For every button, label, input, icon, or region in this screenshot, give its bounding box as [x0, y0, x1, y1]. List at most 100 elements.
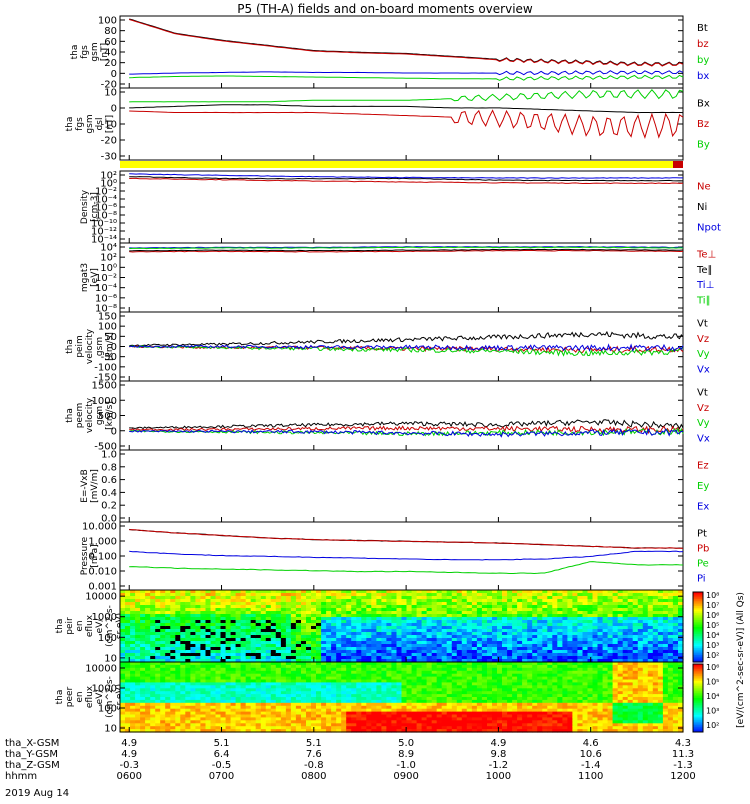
heatmap-cell: [517, 720, 523, 724]
heatmap-cell: [130, 685, 136, 689]
heatmap-cell: [291, 685, 297, 689]
heatmap-cell: [376, 668, 382, 672]
series-bz: [129, 20, 683, 67]
heatmap-cell: [145, 668, 151, 672]
legend-entry: Vz: [697, 403, 709, 414]
heatmap-cell: [155, 720, 161, 724]
legend-entry: Vt: [697, 319, 708, 330]
heatmap-cell: [492, 703, 498, 707]
ylabel-line: [mV/m]: [90, 469, 100, 503]
ytick-label: 10: [104, 88, 117, 99]
heatmap-cell: [236, 668, 242, 672]
heatmap-cell: [301, 685, 307, 689]
legend-entry: Te⊥: [696, 250, 716, 261]
series-Pt: [129, 529, 683, 548]
heatmap-cell: [502, 668, 508, 672]
heatmap-cell: [422, 703, 428, 707]
heatmap-cell: [190, 720, 196, 724]
ylabel-line: en: [75, 620, 85, 631]
heatmap-cell: [452, 720, 458, 724]
panel-peir_eflux: thapeirenefluxeV/(cm^2-s-sr-eV)100001000…: [55, 590, 684, 664]
heatmap-cell: [165, 703, 171, 707]
heatmap-cell: [346, 668, 352, 672]
heatmap-cell: [447, 668, 453, 672]
heatmap-cell: [412, 720, 418, 724]
heatmap-cell: [200, 720, 206, 724]
panel-frame: [120, 450, 683, 522]
heatmap-cell: [271, 720, 277, 724]
heatmap-cell: [190, 685, 196, 689]
heatmap-cell: [467, 703, 473, 707]
heatmap-cell: [266, 703, 272, 707]
heatmap-cell: [251, 703, 257, 707]
ytick-label: -10: [101, 120, 117, 131]
heatmap-cell: [366, 685, 372, 689]
legend-entry: Bx: [697, 98, 710, 109]
heatmap-cell: [306, 720, 312, 724]
heatmap-cell: [165, 685, 171, 689]
series-By: [129, 90, 683, 102]
series-Ti∥: [129, 247, 683, 249]
heatmap-cell: [402, 685, 408, 689]
ylabel-line: tha: [55, 619, 65, 634]
heatmap-cell: [467, 668, 473, 672]
heatmap-cell: [432, 685, 438, 689]
heatmap-cell: [371, 703, 377, 707]
ytick-label: 10000: [85, 592, 117, 603]
legend-entry: Bz: [697, 119, 709, 130]
heatmap-cell: [261, 720, 267, 724]
panel-pressure: Pressure[nPa]10.0001.0000.1000.0100.001P…: [80, 522, 709, 593]
heatmap-cell: [492, 720, 498, 724]
legend-entry: Npot: [697, 223, 721, 234]
heatmap-cell: [492, 668, 498, 672]
heatmap-cell: [381, 720, 387, 724]
heatmap-cell: [326, 668, 332, 672]
ylabel-line: peim: [75, 335, 85, 358]
heatmap-cell: [437, 668, 443, 672]
heatmap-cell: [281, 668, 287, 672]
legend-entry: Vz: [697, 334, 709, 345]
heatmap-cell: [165, 668, 171, 672]
panel-density: Density[cm-3]10²10⁰10⁻²10⁻⁴10⁻⁶10⁻⁸10⁻¹⁰…: [80, 171, 721, 246]
heatmap-cell: [321, 703, 327, 707]
heatmap-cell: [477, 668, 483, 672]
legend-entry: Ti∥: [696, 296, 711, 307]
heatmap-cell: [241, 685, 247, 689]
heatmap-cell: [366, 703, 372, 707]
ytick-label: 10.000: [82, 522, 117, 533]
heatmap-cell: [291, 668, 297, 672]
heatmap-cell: [160, 685, 166, 689]
ytick-label: 0.100: [88, 552, 117, 563]
series-Vt: [129, 420, 683, 429]
heatmap-cell: [155, 668, 161, 672]
legend-entry: bx: [697, 71, 709, 82]
ytick-label: 0: [111, 426, 117, 437]
heatmap-cell: [381, 685, 387, 689]
heatmap-cell: [261, 703, 267, 707]
heatmap-cell: [452, 685, 458, 689]
heatmap-cell: [140, 685, 146, 689]
heatmap-cell: [175, 720, 181, 724]
heatmap-cell: [271, 685, 277, 689]
heatmap-cell: [130, 720, 136, 724]
heatmap-cell: [391, 720, 397, 724]
heatmap-cell: [341, 668, 347, 672]
heatmap-cell: [316, 720, 322, 724]
legend-entry: Te∥: [696, 265, 713, 276]
heatmap-cell: [487, 720, 493, 724]
heatmap-cell: [120, 720, 126, 724]
heatmap-cell: [326, 685, 332, 689]
heatmap-cell: [261, 685, 267, 689]
heatmap-cell: [195, 703, 201, 707]
heatmap-cell: [155, 685, 161, 689]
legend-entry: Vy: [697, 349, 710, 360]
heatmap-cell: [321, 720, 327, 724]
heatmap-cell: [457, 668, 463, 672]
heatmap-cell: [211, 703, 217, 707]
heatmap-cell: [447, 703, 453, 707]
heatmap-cell: [286, 703, 292, 707]
heatmap-cell: [185, 720, 191, 724]
heatmap-cell: [417, 720, 423, 724]
heatmap-cell: [522, 685, 528, 689]
